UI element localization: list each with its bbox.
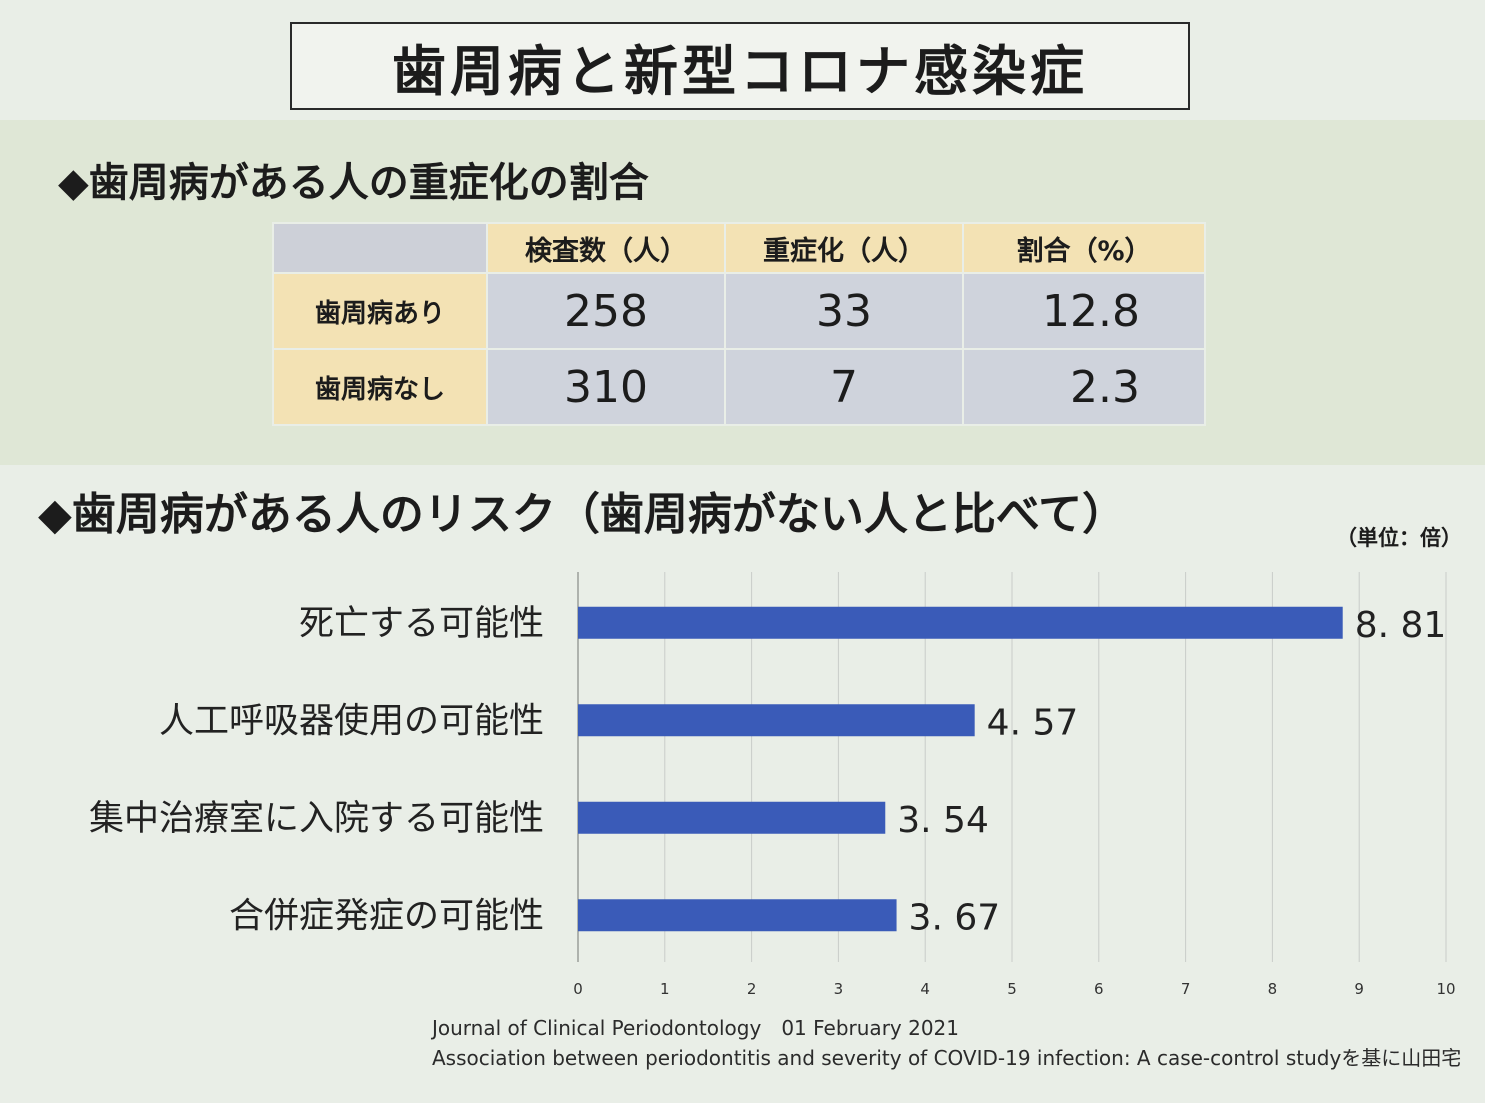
risk-section-heading: ◆歯周病がある人のリスク（歯周病がない人と比べて） xyxy=(38,489,1127,540)
source-study: Association between periodontitis and se… xyxy=(432,1046,1462,1070)
severity-table: 検査数（人） 重症化（人） 割合（%） 歯周病あり 258 33 12.8 歯周… xyxy=(272,222,1206,426)
row-label: 歯周病あり xyxy=(272,272,488,350)
x-tick-label: 1 xyxy=(660,980,670,998)
source-journal: Journal of Clinical Periodontology 01 Fe… xyxy=(432,1016,960,1040)
severe-count: 7 xyxy=(724,348,964,426)
x-tick-label: 2 xyxy=(747,980,757,998)
bar xyxy=(578,606,1343,639)
category-label: 死亡する可能性 xyxy=(299,604,544,644)
data-label: 3. 54 xyxy=(897,800,989,841)
x-tick-label: 7 xyxy=(1181,980,1191,998)
bar xyxy=(578,704,975,737)
x-tick-label: 10 xyxy=(1436,980,1455,998)
tested-count: 310 xyxy=(486,348,726,426)
category-label: 合併症発症の可能性 xyxy=(229,896,544,936)
severity-section-heading: ◆歯周病がある人の重症化の割合 xyxy=(58,160,649,206)
table-row: 歯周病あり 258 33 12.8 xyxy=(272,272,1206,350)
table-header-row: 検査数（人） 重症化（人） 割合（%） xyxy=(272,222,1206,274)
category-label: 人工呼吸器使用の可能性 xyxy=(159,701,544,741)
x-tick-label: 8 xyxy=(1268,980,1278,998)
x-tick-label: 3 xyxy=(834,980,844,998)
table-header-tested: 検査数（人） xyxy=(486,222,726,274)
category-label: 集中治療室に入院する可能性 xyxy=(89,799,544,839)
tested-count: 258 xyxy=(486,272,726,350)
severe-rate: 12.8 xyxy=(962,272,1206,350)
table-header-blank xyxy=(272,222,488,274)
bar xyxy=(578,801,886,834)
bar xyxy=(578,899,897,932)
severe-count: 33 xyxy=(724,272,964,350)
table-header-rate: 割合（%） xyxy=(962,222,1206,274)
x-tick-label: 4 xyxy=(920,980,930,998)
data-label: 3. 67 xyxy=(909,897,1001,938)
page-title: 歯周病と新型コロナ感染症 xyxy=(290,22,1190,110)
x-tick-label: 6 xyxy=(1094,980,1104,998)
x-tick-label: 0 xyxy=(573,980,583,998)
data-label: 4. 57 xyxy=(987,702,1079,743)
unit-note: （単位：倍） xyxy=(1336,526,1462,550)
data-label: 8. 81 xyxy=(1355,605,1447,646)
table-row: 歯周病なし 310 7 2.3 xyxy=(272,348,1206,426)
x-tick-label: 5 xyxy=(1007,980,1017,998)
table-header-severe: 重症化（人） xyxy=(724,222,964,274)
severe-rate: 2.3 xyxy=(962,348,1206,426)
x-tick-label: 9 xyxy=(1354,980,1364,998)
row-label: 歯周病なし xyxy=(272,348,488,426)
